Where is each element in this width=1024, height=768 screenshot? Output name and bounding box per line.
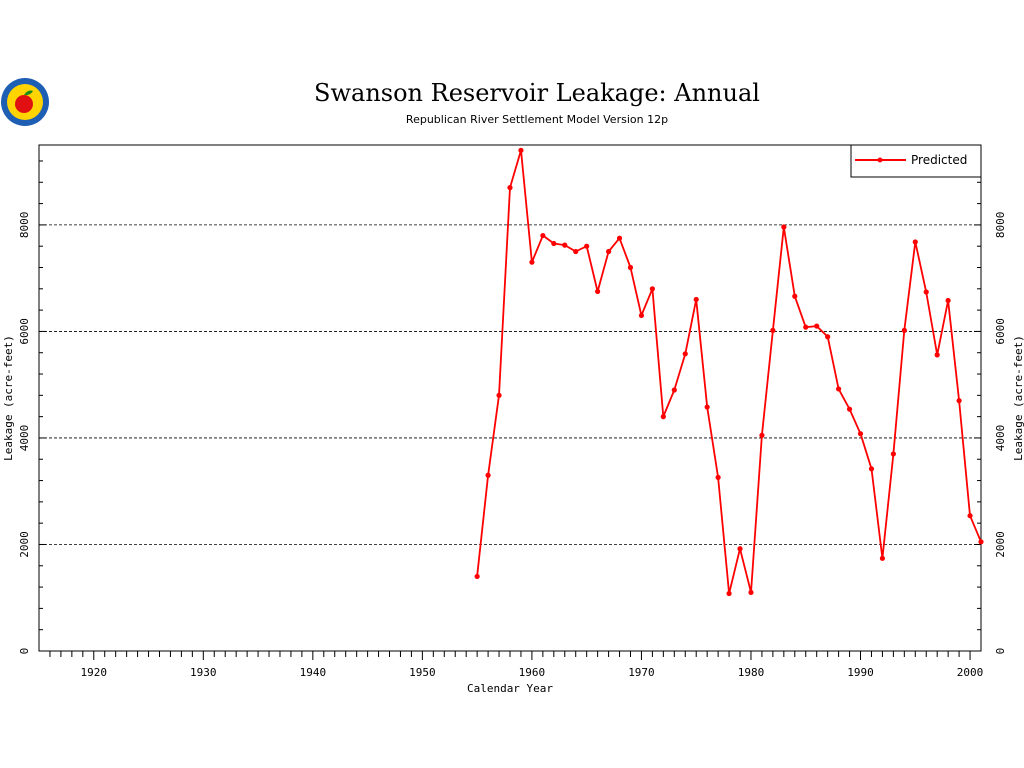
apple-seal-logo: [1, 78, 49, 126]
data-point-2000: [967, 513, 973, 519]
data-point-1965: [584, 243, 590, 249]
data-point-1959: [518, 147, 524, 153]
data-point-1980: [748, 589, 754, 596]
x-tick-label-1990: 1990: [847, 666, 874, 679]
x-tick-label-1980: 1980: [738, 666, 765, 679]
data-point-1994: [901, 327, 907, 333]
data-point-1987: [825, 334, 831, 340]
data-point-1999: [956, 398, 962, 404]
data-point-1962: [551, 240, 557, 247]
data-point-1958: [507, 185, 513, 191]
data-point-1985: [803, 324, 809, 330]
x-tick-label-1920: 1920: [81, 666, 108, 679]
plot-area: [38, 144, 982, 652]
y-tick-label-left: 6000: [18, 318, 31, 345]
x-tick-label-1930: 1930: [190, 666, 217, 679]
y-tick-label-left: 4000: [18, 425, 31, 452]
data-point-1993: [890, 451, 896, 457]
y-tick-label-right: 4000: [994, 425, 1007, 452]
legend: Predicted: [850, 144, 982, 178]
data-point-1977: [715, 474, 721, 480]
x-tick-label-1960: 1960: [519, 666, 546, 679]
x-tick-label-2000: 2000: [957, 666, 984, 679]
x-tick-label-1940: 1940: [300, 666, 327, 679]
x-tick-label-1970: 1970: [628, 666, 655, 679]
data-point-1974: [682, 351, 688, 357]
y-tick-label-left: 0: [18, 648, 31, 655]
x-tick-label-1950: 1950: [409, 666, 436, 679]
data-point-1992: [879, 555, 886, 561]
data-point-1971: [649, 286, 655, 292]
chart-subtitle: Republican River Settlement Model Versio…: [406, 113, 668, 126]
data-point-1996: [923, 289, 929, 295]
y-axis-label-left: Leakage (acre-feet): [2, 335, 15, 461]
data-point-1989: [846, 406, 853, 412]
y-tick-label-right: 6000: [994, 318, 1007, 345]
legend-label: Predicted: [911, 153, 967, 167]
chart-title: Swanson Reservoir Leakage: Annual: [314, 79, 760, 107]
data-point-1963: [562, 242, 568, 248]
data-point-1975: [693, 296, 699, 303]
data-point-1956: [485, 472, 491, 478]
data-point-1960: [529, 259, 535, 265]
data-point-1976: [704, 404, 710, 410]
data-point-1982: [770, 327, 776, 333]
y-tick-label-right: 0: [994, 648, 1007, 655]
data-point-1970: [638, 312, 645, 319]
data-point-1955: [474, 573, 480, 580]
series-line-predicted: [476, 149, 982, 595]
data-point-1961: [540, 232, 546, 239]
data-point-1995: [912, 239, 918, 245]
y-tick-label-left: 8000: [18, 212, 31, 239]
data-point-1978: [726, 590, 732, 597]
x-axis-label: Calendar Year: [467, 682, 553, 695]
y-tick-label-right: 8000: [994, 212, 1007, 239]
data-point-1969: [627, 264, 634, 271]
data-point-1968: [616, 235, 623, 241]
y-axis: 0 0 2000 2000 4000 4000 6000 6000 8000 8000: [18, 160, 1007, 655]
data-point-1979: [737, 546, 743, 552]
x-axis: 1920 1930 1940 1950 1960 1970 1980 1990 2000: [49, 651, 984, 679]
data-point-1972: [660, 414, 666, 420]
data-point-1966: [595, 288, 601, 295]
data-point-1997: [934, 352, 940, 358]
data-point-1983: [781, 224, 787, 230]
data-point-1986: [814, 323, 820, 329]
data-point-1973: [671, 387, 677, 393]
y-axis-label-right: Leakage (acre-feet): [1012, 335, 1024, 461]
series-layer: [474, 147, 984, 597]
y-tick-label-left: 2000: [18, 531, 31, 558]
gridlines: [39, 224, 981, 545]
data-point-1957: [496, 392, 502, 398]
data-point-1964: [573, 248, 579, 255]
legend-marker: [877, 157, 883, 163]
data-point-1967: [605, 248, 612, 255]
data-point-1998: [945, 297, 951, 304]
data-point-1991: [868, 466, 875, 472]
data-point-1988: [836, 386, 842, 392]
data-point-1990: [857, 431, 864, 437]
data-point-2001: [978, 539, 984, 545]
y-tick-label-right: 2000: [994, 531, 1007, 558]
data-point-1984: [792, 293, 798, 299]
data-point-1981: [759, 432, 765, 438]
